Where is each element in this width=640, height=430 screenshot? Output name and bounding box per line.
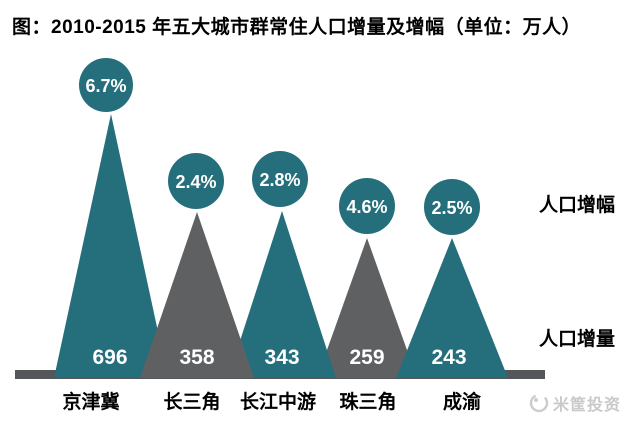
series-label-rate: 人口增幅 [539,193,615,216]
category-label-changjiangzhongyou: 长江中游 [240,390,316,413]
mountain-group [54,114,508,378]
category-label-chengyu: 成渝 [443,390,482,413]
rate-circle-changjiangzhongyou [252,151,308,207]
rate-label: 2.4% [175,172,216,192]
value-label: 243 [431,346,466,369]
rate-circle-chengyu [424,179,480,235]
mountain-changsanjiao [140,212,254,378]
rate-circle-changsanjiao [168,153,224,209]
rate-circle-group: 6.7% 2.4% 2.8% 4.6% 2.5% [79,58,480,235]
rate-circle-zhusanjiao [339,178,395,234]
watermark: 米筐投资 [529,393,621,414]
category-label-changsanjiao: 长三角 [163,390,220,413]
watermark-brand-text: 米筐投资 [553,395,621,414]
value-label-group: 696 358 343 259 243 [92,346,466,369]
rate-label: 6.7% [85,76,126,96]
value-label: 358 [179,346,214,369]
chart-title: 图：2010-2015 年五大城市群常住人口增量及增幅（单位：万人） [12,15,581,38]
value-label: 259 [349,346,384,369]
watermark-logo-icon [529,393,549,413]
mountain-zhusanjiao [317,238,417,378]
category-label-group: 京津冀 长三角 长江中游 珠三角 成渝 [62,390,482,413]
rate-label: 2.5% [431,198,472,218]
series-label-amount: 人口增量 [539,327,615,350]
rate-circle-jingjinji [79,58,133,112]
value-label: 696 [92,346,127,369]
mountain-changjiangzhongyou [228,211,336,378]
rate-label: 2.8% [259,170,300,190]
category-label-zhusanjiao: 珠三角 [339,390,396,413]
mountain-chengyu [396,238,508,378]
mountain-jingjinji [54,114,168,378]
category-label-jingjinji: 京津冀 [62,390,119,413]
watermark-logo-dot-icon [534,398,538,402]
rate-label: 4.6% [346,197,387,217]
value-label: 343 [264,346,299,369]
